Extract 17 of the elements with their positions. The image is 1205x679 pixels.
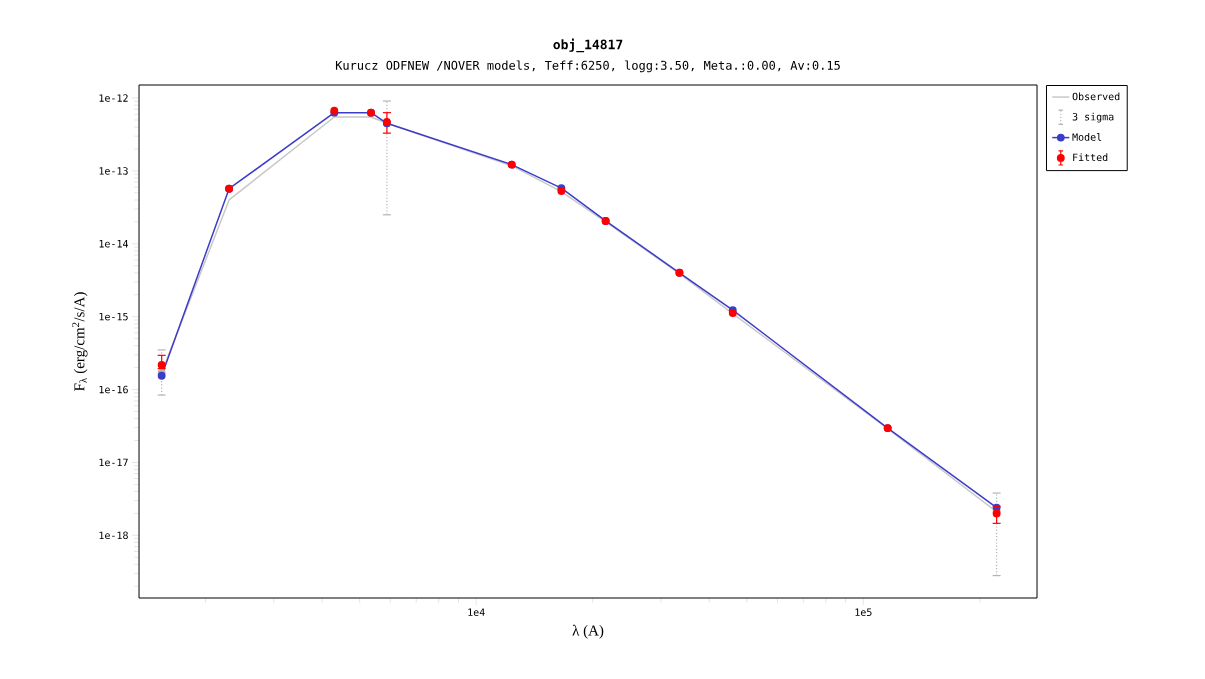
chart-title: obj_14817 <box>553 38 623 53</box>
x-axis-title: λ (A) <box>572 624 604 639</box>
legend-label: Model <box>1072 133 1102 141</box>
y-tick-label: 1e-12 <box>99 94 128 102</box>
y-tick-label: 1e-13 <box>99 167 128 175</box>
y-tick-label: 1e-15 <box>99 312 128 321</box>
y-tick-label: 1e-17 <box>99 458 128 467</box>
y-tick-label: 1e-16 <box>99 385 128 394</box>
x-tick-label: 1e4 <box>468 608 485 616</box>
y-tick-label: 1e-18 <box>99 531 128 540</box>
legend-label: Observed <box>1072 92 1120 101</box>
legend-label: 3 sigma <box>1072 112 1114 123</box>
legend-label: Fitted <box>1073 153 1108 162</box>
y-axis-title: F$_{λ}$ (erg/cm$^{2}$/s/A) <box>72 292 88 391</box>
chart-subtitle: Kurucz ODFNEW /NOVER models, Teff:6250, logg:3.50, Meta.:0.00, Av:0.15 <box>335 60 840 73</box>
x-tick-label: 1e5 <box>855 608 872 616</box>
y-tick-label: 1e-14 <box>99 240 129 248</box>
